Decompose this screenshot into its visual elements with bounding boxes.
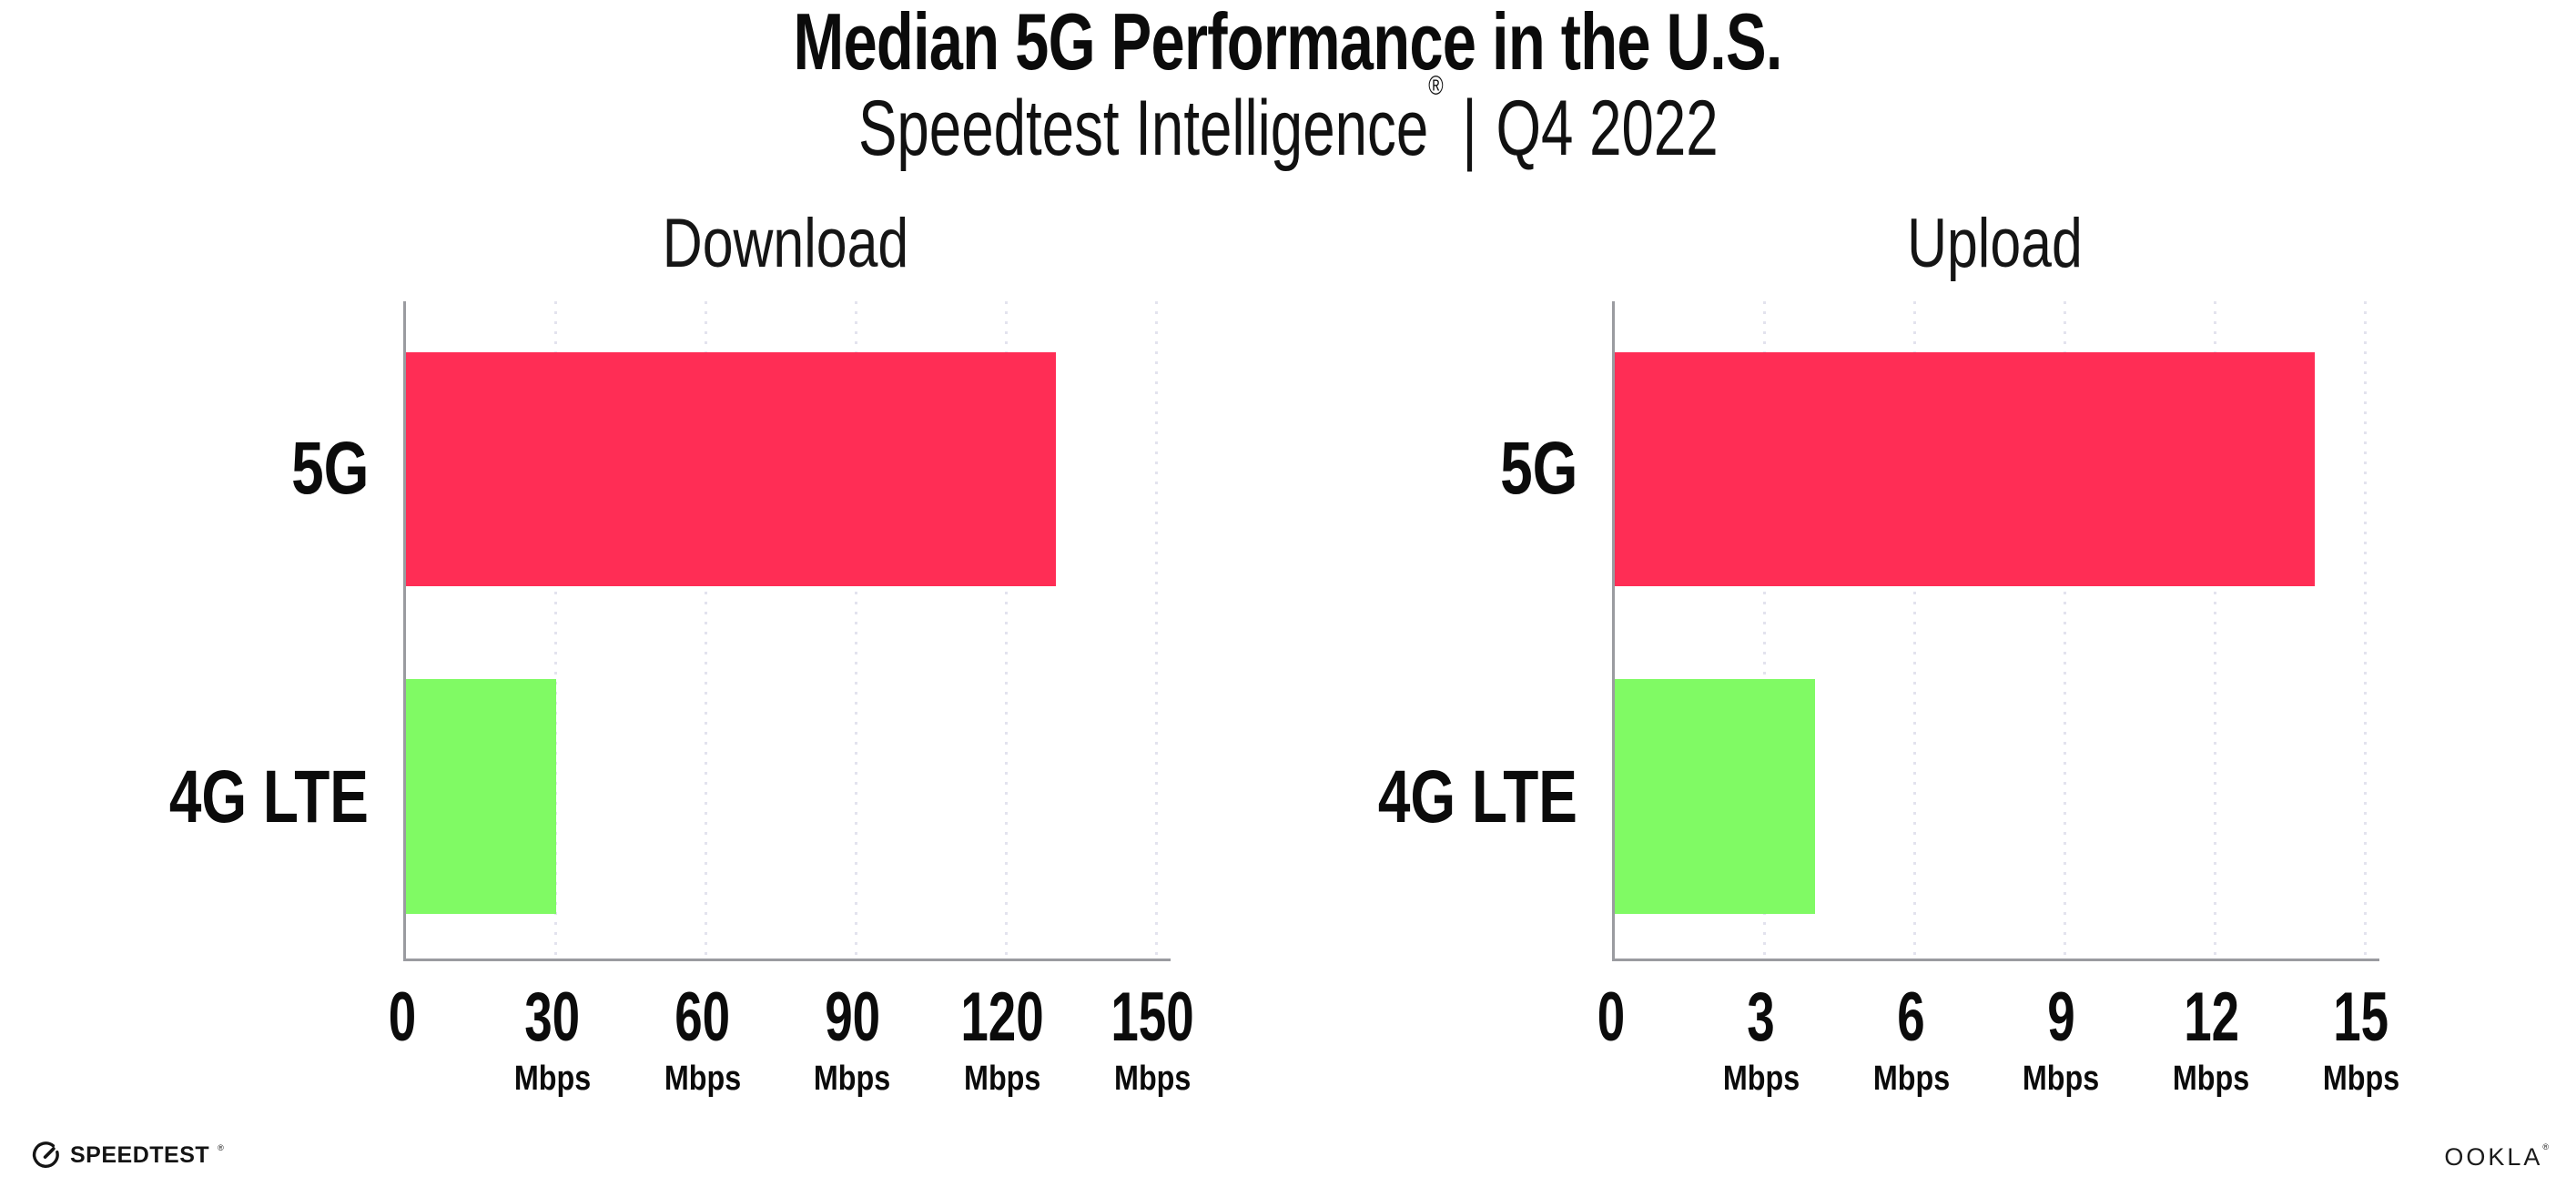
x-tick: 0	[1597, 979, 1649, 1056]
x-tick-value: 120	[960, 979, 1044, 1056]
x-tick: 60 Mbps	[664, 979, 793, 1099]
x-tick: 9 Mbps	[2023, 979, 2151, 1099]
upload-chart-title: Upload	[1906, 205, 2083, 282]
download-chart: Download 5G 4G LTE 0 30 Mbps 60 Mbps 90 Mbps 120…	[169, 207, 1194, 1099]
x-tick: 90 Mbps	[814, 979, 942, 1099]
download-plot-area	[403, 301, 1171, 961]
x-tick-unit: Mbps	[2173, 1060, 2250, 1098]
gridline	[854, 301, 857, 959]
page-title: Median 5G Performance in the U.S.	[793, 0, 1783, 86]
x-tick-unit: Mbps	[2322, 1060, 2400, 1098]
bar-4g-lte	[406, 679, 556, 914]
bar-4g-lte	[1615, 679, 1815, 914]
x-tick-value: 60	[674, 979, 731, 1056]
upload-x-axis: 0 3 Mbps 6 Mbps 9 Mbps 12 Mbps 15 Mbps	[1597, 959, 2399, 1104]
ookla-wordmark: OOKLA	[2444, 1143, 2543, 1171]
x-tick-unit: Mbps	[814, 1060, 891, 1098]
category-label-5g: 5G	[290, 427, 369, 510]
gridline	[705, 301, 708, 959]
x-tick-unit: Mbps	[964, 1060, 1041, 1098]
x-tick-value: 0	[388, 979, 417, 1056]
gridline	[1913, 301, 1917, 959]
x-tick: 0	[389, 979, 441, 1056]
gridline	[2063, 301, 2066, 959]
upload-plot-area	[1612, 301, 2379, 961]
gridline	[1763, 301, 1767, 959]
x-tick-value: 15	[2333, 979, 2389, 1056]
subtitle-divider: |	[1461, 85, 1477, 172]
x-tick-unit: Mbps	[1722, 1060, 1800, 1098]
category-label-4g-lte: 4G LTE	[1377, 756, 1577, 838]
x-tick-value: 150	[1111, 979, 1194, 1056]
gridline	[2363, 301, 2367, 959]
gridline	[1004, 301, 1008, 959]
page-subtitle: Speedtest Intelligence® | Q4 2022	[0, 73, 2576, 173]
x-tick-unit: Mbps	[1872, 1060, 1950, 1098]
x-tick-value: 0	[1597, 979, 1626, 1056]
download-chart-title: Download	[662, 205, 909, 282]
x-tick-value: 9	[2047, 979, 2075, 1056]
subtitle-brand: Speedtest Intelligence	[857, 85, 1428, 172]
x-tick: 15 Mbps	[2323, 979, 2451, 1099]
x-tick-value: 12	[2183, 979, 2239, 1056]
x-tick-unit: Mbps	[513, 1060, 591, 1098]
registered-mark: ®	[1427, 71, 1444, 102]
x-tick: 6 Mbps	[1872, 979, 2002, 1099]
category-label-4g-lte: 4G LTE	[168, 756, 369, 838]
gauge-icon	[32, 1141, 59, 1169]
bar-5g	[1615, 352, 2316, 586]
x-tick-value: 30	[524, 979, 581, 1056]
subtitle-period: Q4 2022	[1496, 85, 1719, 172]
x-tick: 150 Mbps	[1111, 979, 1268, 1099]
x-tick-unit: Mbps	[664, 1060, 741, 1098]
speedtest-logo: SPEEDTEST ®	[31, 1140, 224, 1171]
x-tick: 3 Mbps	[1723, 979, 1851, 1099]
ookla-logo: OOKLA ®	[2444, 1142, 2549, 1172]
bar-5g	[406, 352, 1057, 586]
gridline	[1154, 301, 1158, 959]
x-tick-unit: Mbps	[2023, 1060, 2100, 1098]
download-x-axis: 0 30 Mbps 60 Mbps 90 Mbps 120 Mbps 150 Mbps	[389, 959, 1194, 1104]
gridline	[2213, 301, 2216, 959]
upload-chart: Upload 5G 4G LTE 0 3 Mbps 6 Mbps 9 Mbps 12 Mbps 15…	[1378, 207, 2399, 1099]
x-tick-value: 6	[1897, 979, 1925, 1056]
x-tick: 12 Mbps	[2173, 979, 2301, 1099]
speedtest-wordmark: SPEEDTEST	[70, 1141, 210, 1168]
header: Median 5G Performance in the U.S. Speedt…	[0, 0, 2576, 173]
x-tick-value: 3	[1747, 979, 1776, 1056]
x-tick: 30 Mbps	[514, 979, 643, 1099]
category-label-5g: 5G	[1499, 427, 1577, 510]
gridline	[554, 301, 558, 959]
x-tick: 120 Mbps	[961, 979, 1118, 1099]
x-tick-value: 90	[824, 979, 880, 1056]
x-tick-unit: Mbps	[1113, 1060, 1192, 1098]
